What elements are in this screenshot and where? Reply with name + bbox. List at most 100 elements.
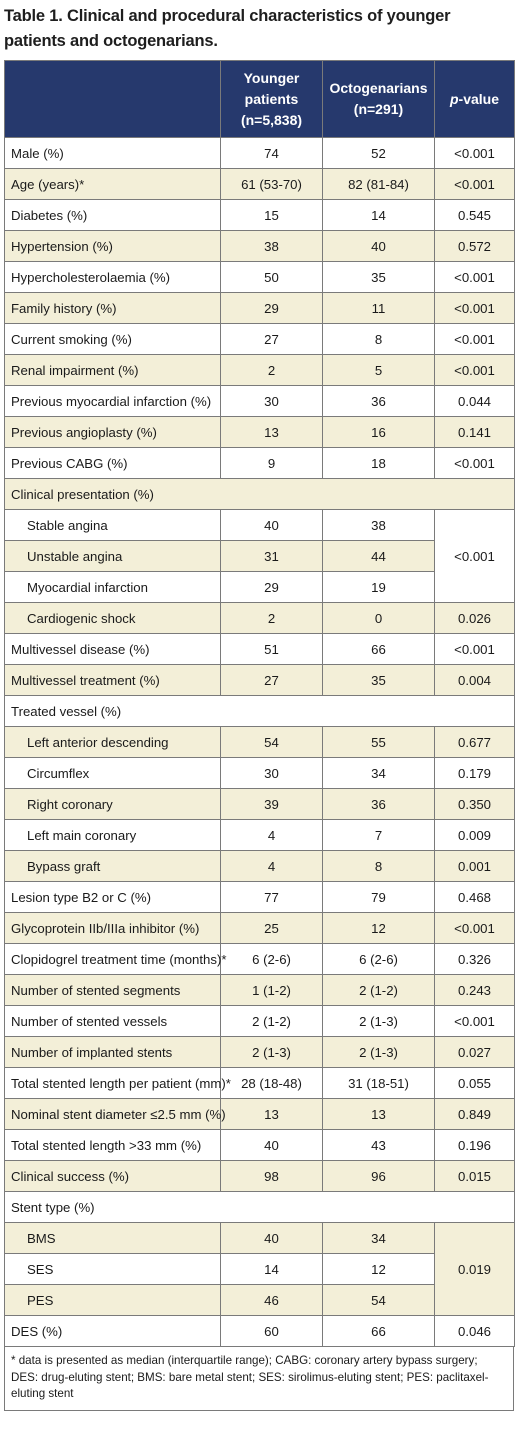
younger-value: 40: [220, 509, 323, 541]
row-label: Number of stented vessels: [4, 1005, 221, 1037]
characteristics-table: Younger patients (n=5,838) Octogenarians…: [4, 60, 515, 1347]
octogenarian-value: 7: [322, 819, 435, 851]
row-label: Left main coronary: [4, 819, 221, 851]
octogenarian-value: 8: [322, 323, 435, 355]
table-row: Stent type (%): [4, 1191, 515, 1223]
younger-value: 2: [220, 602, 323, 634]
row-label: Clinical success (%): [4, 1160, 221, 1192]
row-label: Multivessel disease (%): [4, 633, 221, 665]
row-label: Renal impairment (%): [4, 354, 221, 386]
p-value: 0.015: [434, 1160, 515, 1192]
octogenarian-value: 2 (1-3): [322, 1036, 435, 1068]
table-row: Previous CABG (%) 9 18 <0.001: [4, 447, 515, 479]
p-value: <0.001: [434, 292, 515, 324]
younger-value: 74: [220, 137, 323, 169]
octogenarian-value: 11: [322, 292, 435, 324]
younger-value: 77: [220, 881, 323, 913]
row-label: PES: [4, 1284, 221, 1316]
younger-value: 1 (1-2): [220, 974, 323, 1006]
row-label: Number of stented segments: [4, 974, 221, 1006]
p-value: 0.545: [434, 199, 515, 231]
table-row: Left main coronary 4 7 0.009: [4, 819, 515, 851]
octogenarian-value: 36: [322, 385, 435, 417]
header-younger: Younger patients (n=5,838): [220, 60, 323, 138]
p-value: 0.026: [434, 602, 515, 634]
row-label: Unstable angina: [4, 540, 221, 572]
row-label: Previous myocardial infarction (%): [4, 385, 221, 417]
p-value: 0.009: [434, 819, 515, 851]
younger-value: 30: [220, 757, 323, 789]
p-value: <0.001: [434, 1005, 515, 1037]
p-value: <0.001: [434, 323, 515, 355]
younger-value: 27: [220, 664, 323, 696]
row-label: Left anterior descending: [4, 726, 221, 758]
table-row: Male (%) 74 52 <0.001: [4, 137, 515, 169]
p-value: 0.141: [434, 416, 515, 448]
p-value: 0.849: [434, 1098, 515, 1130]
younger-value: 30: [220, 385, 323, 417]
younger-value: 40: [220, 1222, 323, 1254]
row-label: Age (years)*: [4, 168, 221, 200]
table-figure: Table 1. Clinical and procedural charact…: [4, 0, 515, 1411]
row-label: Myocardial infarction: [4, 571, 221, 603]
row-label: Male (%): [4, 137, 221, 169]
row-label: SES: [4, 1253, 221, 1285]
younger-value: 9: [220, 447, 323, 479]
table-row: BMS 40 34 0.019: [4, 1222, 515, 1316]
table-row: Number of stented segments 1 (1-2) 2 (1-2)…: [4, 974, 515, 1006]
table-row: Total stented length >33 mm (%) 40 43 0.196: [4, 1129, 515, 1161]
table-row: Glycoprotein IIb/IIIa inhibitor (%) 25 12 <…: [4, 912, 515, 944]
younger-value: 54: [220, 726, 323, 758]
table-row: Clinical success (%) 98 96 0.015: [4, 1160, 515, 1192]
younger-value: 98: [220, 1160, 323, 1192]
p-value: 0.001: [434, 850, 515, 882]
p-value: 0.004: [434, 664, 515, 696]
younger-value: 27: [220, 323, 323, 355]
row-label: Multivessel treatment (%): [4, 664, 221, 696]
p-value: 0.677: [434, 726, 515, 758]
octogenarian-value: 55: [322, 726, 435, 758]
younger-value: 51: [220, 633, 323, 665]
table-row: Renal impairment (%) 2 5 <0.001: [4, 354, 515, 386]
octogenarian-value: 79: [322, 881, 435, 913]
p-value: 0.196: [434, 1129, 515, 1161]
octogenarian-value: 66: [322, 633, 435, 665]
p-value: 0.046: [434, 1315, 515, 1347]
table-row: Stable angina 40 38 <0.001: [4, 509, 515, 603]
table-row: Clinical presentation (%): [4, 478, 515, 510]
header-row: Younger patients (n=5,838) Octogenarians…: [4, 60, 515, 138]
octogenarian-value: 40: [322, 230, 435, 262]
row-label: Number of implanted stents: [4, 1036, 221, 1068]
p-value: 0.572: [434, 230, 515, 262]
p-value: 0.326: [434, 943, 515, 975]
octogenarian-value: 52: [322, 137, 435, 169]
p-value: 0.055: [434, 1067, 515, 1099]
table-row: Multivessel disease (%) 51 66 <0.001: [4, 633, 515, 665]
table-row: Cardiogenic shock 2 0 0.026: [4, 602, 515, 634]
header-p-value: p-value: [434, 60, 515, 138]
table-row: Treated vessel (%): [4, 695, 515, 727]
octogenarian-value: 66: [322, 1315, 435, 1347]
octogenarian-value: 18: [322, 447, 435, 479]
p-value-merged: 0.019: [434, 1222, 515, 1316]
younger-value: 2 (1-2): [220, 1005, 323, 1037]
row-label: Hypertension (%): [4, 230, 221, 262]
table-row: Age (years)* 61 (53-70) 82 (81-84) <0.001: [4, 168, 515, 200]
octogenarian-value: 43: [322, 1129, 435, 1161]
row-label: Previous angioplasty (%): [4, 416, 221, 448]
table-row: Number of implanted stents 2 (1-3) 2 (1-3)…: [4, 1036, 515, 1068]
younger-value: 40: [220, 1129, 323, 1161]
younger-value: 28 (18-48): [220, 1067, 323, 1099]
octogenarian-value: 35: [322, 261, 435, 293]
table-row: Myocardial infarction 29 19: [4, 571, 515, 603]
table-row: Right coronary 39 36 0.350: [4, 788, 515, 820]
younger-value: 29: [220, 571, 323, 603]
octogenarian-value: 13: [322, 1098, 435, 1130]
p-value-merged: <0.001: [434, 509, 515, 603]
p-value: 0.179: [434, 757, 515, 789]
octogenarian-value: 12: [322, 1253, 435, 1285]
p-value: <0.001: [434, 912, 515, 944]
header-p-rest: -value: [458, 90, 500, 107]
p-value: <0.001: [434, 168, 515, 200]
younger-value: 60: [220, 1315, 323, 1347]
